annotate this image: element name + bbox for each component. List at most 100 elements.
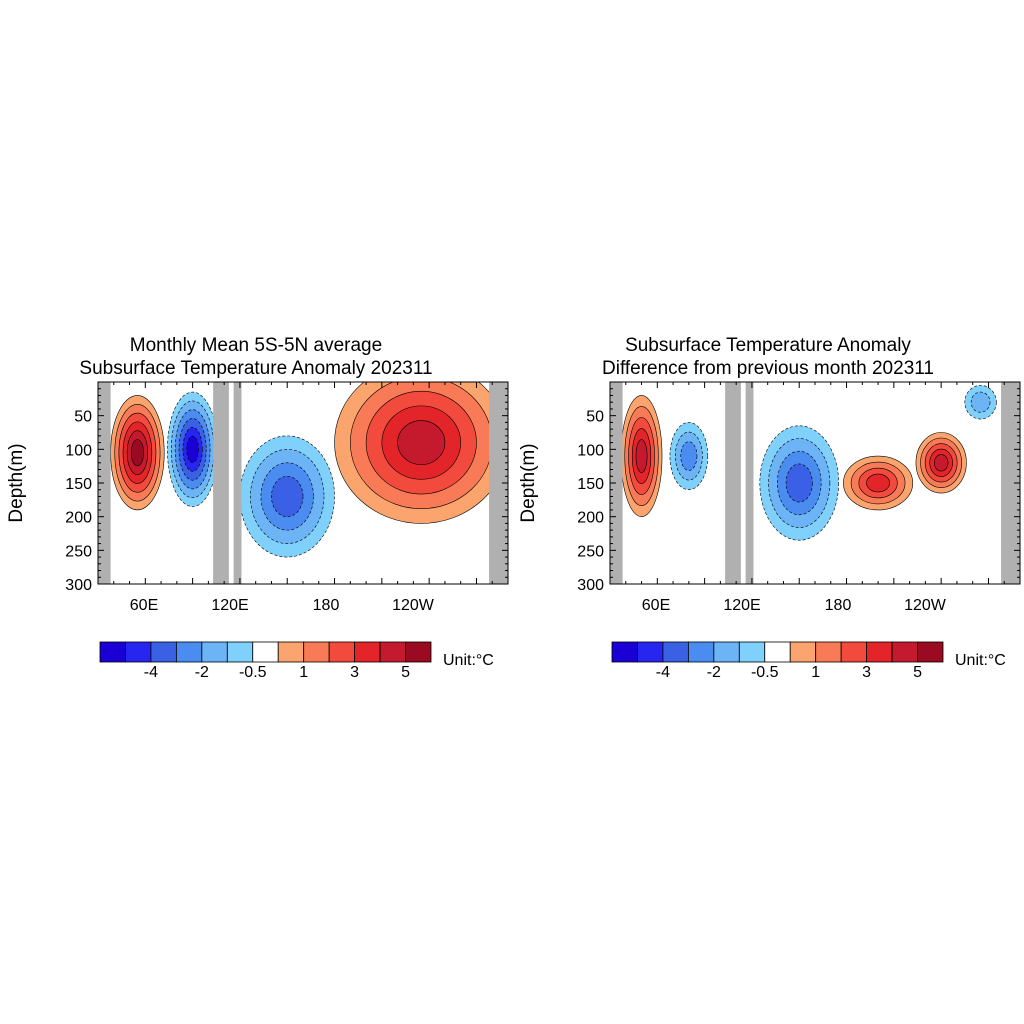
colorbar-swatch bbox=[611, 641, 638, 663]
cool-anomaly-1 bbox=[167, 391, 219, 507]
land-mask bbox=[725, 382, 741, 584]
chart-title-line1: Monthly Mean 5S-5N average bbox=[129, 335, 383, 356]
y-tick-label: 150 bbox=[577, 476, 604, 493]
colorbar-swatch bbox=[252, 641, 279, 663]
y-tick-label: 50 bbox=[74, 409, 92, 426]
colorbar-swatch bbox=[328, 641, 356, 663]
colorbar-swatch bbox=[99, 641, 126, 663]
y-tick-label: 100 bbox=[577, 442, 604, 459]
colorbar-swatch bbox=[226, 641, 254, 663]
contour-level bbox=[933, 454, 949, 472]
land-mask bbox=[610, 382, 623, 584]
colorbar-label: -0.5 bbox=[751, 664, 779, 681]
colorbar-swatch bbox=[354, 641, 381, 663]
contour-level bbox=[785, 463, 813, 503]
colorbar-swatch bbox=[815, 641, 842, 663]
chart-title-line2: Subsurface Temperature Anomaly 202311 bbox=[79, 358, 433, 379]
warm-anomaly-3 bbox=[843, 455, 914, 511]
colorbar-swatch bbox=[150, 641, 177, 663]
x-tick-label: 60E bbox=[130, 597, 158, 614]
colorbar-swatch bbox=[277, 641, 305, 663]
land-mask bbox=[98, 382, 111, 584]
colorbar-label: -4 bbox=[656, 664, 670, 681]
warm-anomaly-0 bbox=[110, 395, 165, 511]
colorbar-swatch bbox=[379, 641, 406, 663]
right-chart-plot: 50 100 150 200 250 300 60E 120E 180 120W Depth(m) -… bbox=[518, 381, 1021, 681]
colorbar-label: -0.5 bbox=[239, 664, 267, 681]
contour-level bbox=[635, 439, 648, 473]
colorbar-swatch bbox=[637, 641, 664, 663]
x-tick-label: 180 bbox=[825, 597, 852, 614]
contour-level bbox=[271, 475, 304, 517]
colorbar-swatch bbox=[738, 641, 766, 663]
colorbar-swatch bbox=[175, 641, 203, 663]
colorbar-label: -4 bbox=[144, 664, 158, 681]
colorbar-label: 1 bbox=[811, 664, 820, 681]
chart-title-line1: Subsurface Temperature Anomaly bbox=[625, 335, 911, 356]
y-tick-label: 200 bbox=[65, 510, 92, 527]
x-tick-label: 120E bbox=[723, 597, 760, 614]
left-chart-panel: Monthly Mean 5S-5N average Subsurface Te… bbox=[6, 335, 509, 681]
contour-level bbox=[397, 420, 446, 465]
x-tick-label: 120W bbox=[392, 597, 435, 614]
colorbar-label: 5 bbox=[913, 664, 922, 681]
colorbar-label: -2 bbox=[707, 664, 721, 681]
chart-title-line2: Difference from previous month 202311 bbox=[602, 358, 934, 379]
colorbar-swatch bbox=[303, 641, 330, 663]
contour-level bbox=[680, 441, 698, 471]
colorbar-swatch bbox=[713, 641, 740, 663]
y-axis-label: Depth(m) bbox=[6, 443, 27, 522]
y-tick-label: 300 bbox=[577, 577, 604, 594]
colorbar-swatch bbox=[405, 641, 432, 663]
left-chart-plot: 50 100 150 200 250 300 60E 120E 180 120W Depth(m) -… bbox=[6, 381, 509, 681]
x-tick-label: 180 bbox=[313, 597, 340, 614]
y-tick-label: 250 bbox=[577, 543, 604, 560]
cool-anomaly-1 bbox=[669, 422, 709, 491]
land-mask bbox=[233, 382, 242, 584]
colorbar-swatch bbox=[687, 641, 715, 663]
warm-anomaly-3 bbox=[334, 382, 508, 524]
contour-level bbox=[130, 439, 144, 467]
contour-level bbox=[970, 391, 991, 413]
right-chart-panel: Subsurface Temperature Anomaly Differenc… bbox=[512, 0, 1024, 1024]
y-tick-label: 300 bbox=[65, 577, 92, 594]
y-axis-label: Depth(m) bbox=[518, 443, 539, 522]
land-mask bbox=[489, 382, 508, 584]
colorbar-swatch bbox=[891, 641, 918, 663]
colorbar-swatch bbox=[840, 641, 868, 663]
land-mask bbox=[745, 382, 754, 584]
land-mask bbox=[213, 382, 229, 584]
anomaly-field bbox=[110, 382, 508, 558]
colorbar-label: 3 bbox=[862, 664, 871, 681]
cool-anomaly-5 bbox=[964, 385, 997, 420]
anomaly-field bbox=[620, 385, 997, 541]
colorbar-swatch bbox=[866, 641, 893, 663]
warm-anomaly-4 bbox=[915, 432, 967, 494]
colorbar-swatch bbox=[201, 641, 228, 663]
land-mask bbox=[1001, 382, 1020, 584]
colorbar-label: 5 bbox=[401, 664, 410, 681]
y-tick-label: 150 bbox=[65, 476, 92, 493]
y-tick-label: 50 bbox=[586, 409, 604, 426]
colorbar-label: -2 bbox=[195, 664, 209, 681]
contour-level bbox=[866, 473, 890, 493]
cool-anomaly-2 bbox=[759, 425, 839, 541]
colorbar-label: 1 bbox=[299, 664, 308, 681]
contour-level bbox=[186, 435, 199, 463]
colorbar-swatch bbox=[917, 641, 944, 663]
colorbar-swatch bbox=[662, 641, 689, 663]
y-tick-label: 100 bbox=[65, 442, 92, 459]
y-tick-label: 200 bbox=[577, 510, 604, 527]
unit-label: Unit:°C bbox=[443, 652, 494, 669]
colorbar-swatch bbox=[789, 641, 817, 663]
x-tick-label: 120W bbox=[904, 597, 947, 614]
colorbar-swatch bbox=[764, 641, 791, 663]
unit-label: Unit:°C bbox=[955, 652, 1006, 669]
cool-anomaly-2 bbox=[239, 435, 335, 558]
x-tick-label: 120E bbox=[211, 597, 248, 614]
warm-anomaly-0 bbox=[620, 395, 663, 517]
colorbar-swatch bbox=[125, 641, 152, 663]
x-tick-label: 60E bbox=[642, 597, 670, 614]
y-tick-label: 250 bbox=[65, 543, 92, 560]
colorbar-label: 3 bbox=[350, 664, 359, 681]
